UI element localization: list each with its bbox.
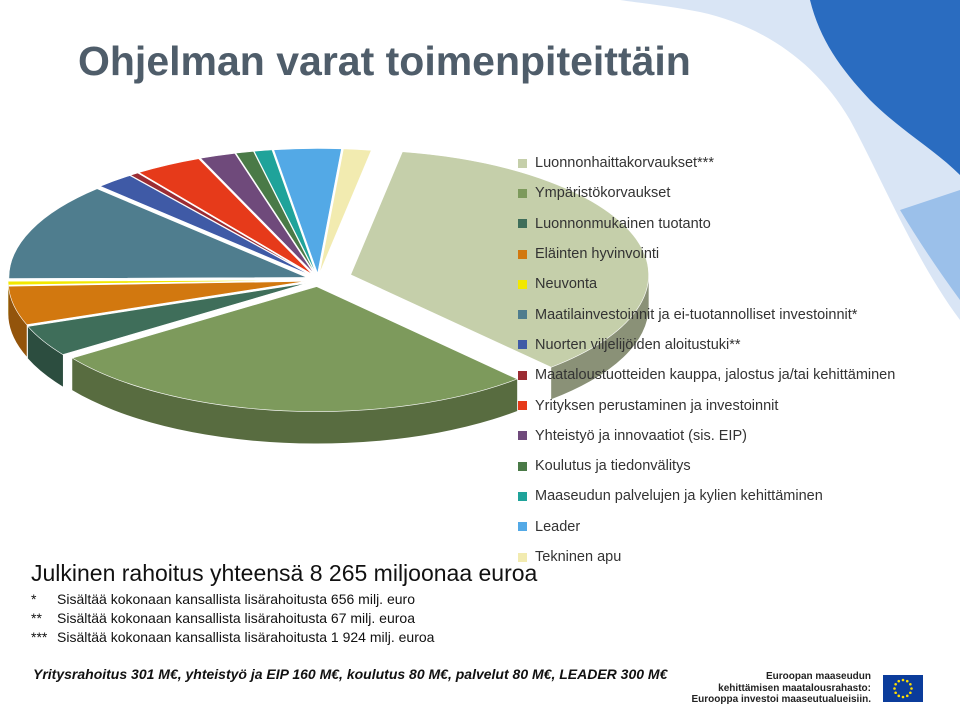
eu-flag-icon [883, 675, 923, 702]
pie-slice-side [551, 274, 649, 400]
pie-slice [350, 151, 649, 368]
legend-item: Nuorten viljelijöiden aloitustuki** [518, 330, 895, 360]
legend-swatch [518, 158, 527, 168]
legend-item: Maaseudun palvelujen ja kylien kehittämi… [518, 481, 895, 511]
legend-label: Eläinten hyvinvointi [535, 246, 660, 263]
legend-item: Yhteistyö ja innovaatiot (sis. EIP) [518, 421, 895, 451]
pie-slice [129, 172, 312, 275]
pie-slice [27, 282, 308, 355]
legend-label: Leader [535, 518, 581, 535]
legend-swatch [518, 491, 527, 501]
legend-item: Luonnonmukainen tuotanto [518, 209, 895, 239]
legend-swatch [518, 461, 527, 471]
pie-slice [253, 149, 317, 274]
legend-swatch [518, 370, 527, 380]
legend-swatch [518, 249, 527, 259]
legend-item: Neuvonta [518, 269, 895, 299]
legend-label: Neuvonta [535, 276, 598, 293]
footnote: ** Sisältää kokonaan kansallista lisäraho… [31, 610, 415, 626]
legend-label: Nuorten viljelijöiden aloitustuki** [535, 336, 741, 353]
legend-item: Ympäristökorvaukset [518, 178, 895, 208]
legend-label: Tekninen apu [535, 549, 622, 565]
legend-swatch [518, 310, 527, 320]
funding-summary-line: Yritysrahoitus 301 M€, yhteistyö ja EIP … [33, 666, 668, 682]
legend-item: Maataloustuotteiden kauppa, jalostus ja/… [518, 360, 895, 390]
pie-slice [99, 175, 311, 276]
legend-swatch [518, 522, 527, 532]
legend-item: Tekninen apu [518, 542, 895, 572]
pie-slice-side [27, 326, 63, 387]
legend-item: Luonnonhaittakorvaukset*** [518, 148, 895, 178]
eu-logo-text: Euroopan maaseudun kehittämisen maatalou… [691, 671, 872, 705]
legend-item: Leader [518, 512, 895, 542]
pie-slice [138, 158, 313, 275]
legend-label: Maataloustuotteiden kauppa, jalostus ja/… [535, 367, 896, 384]
pie-slice [71, 286, 518, 412]
chart-legend: Luonnonhaittakorvaukset*** Ympäristökorva… [518, 148, 895, 572]
legend-swatch [518, 188, 527, 198]
footnote: *** Sisältää kokonaan kansallista lisärah… [31, 629, 435, 645]
legend-swatch [518, 552, 527, 562]
total-funding-text: Julkinen rahoitus yhteensä 8 265 miljoon… [31, 560, 538, 586]
legend-swatch [518, 431, 527, 441]
legend-label: Maatilainvestoinnit ja ei-tuotannolliset… [535, 306, 858, 323]
legend-label: Ympäristökorvaukset [535, 185, 671, 202]
legend-item: Maatilainvestoinnit ja ei-tuotannolliset… [518, 299, 895, 329]
slide-title: Ohjelman varat toimenpiteittäin [78, 38, 691, 84]
eu-rural-fund-logo: Euroopan maaseudun kehittämisen maatalou… [692, 667, 957, 707]
legend-label: Koulutus ja tiedonvälitys [535, 458, 691, 475]
legend-item: Eläinten hyvinvointi [518, 239, 895, 269]
legend-swatch [518, 401, 527, 411]
pie-slice-side [72, 358, 518, 444]
pie-slice [8, 280, 307, 325]
legend-item: Koulutus ja tiedonvälitys [518, 451, 895, 481]
pie-slice [235, 150, 316, 274]
legend-swatch [518, 340, 527, 350]
pie-slice [199, 152, 315, 274]
pie-slice [319, 148, 372, 274]
pie-slice [273, 148, 342, 275]
footnote: * Sisältää kokonaan kansallista lisärahoi… [31, 591, 415, 607]
legend-label: Maaseudun palvelujen ja kylien kehittämi… [535, 488, 823, 505]
legend-label: Luonnonmukainen tuotanto [535, 215, 711, 232]
legend-swatch [518, 219, 527, 229]
legend-item: Yrityksen perustaminen ja investoinnit [518, 390, 895, 420]
pie-slice [8, 188, 308, 279]
pie-slice [7, 279, 307, 286]
legend-label: Yhteistyö ja innovaatiot (sis. EIP) [535, 427, 747, 444]
footnotes: * Sisältää kokonaan kansallista lisärahoi… [31, 590, 434, 647]
legend-label: Luonnonhaittakorvaukset*** [535, 155, 714, 172]
legend-label: Yrityksen perustaminen ja investoinnit [535, 397, 779, 414]
legend-swatch [518, 279, 527, 289]
